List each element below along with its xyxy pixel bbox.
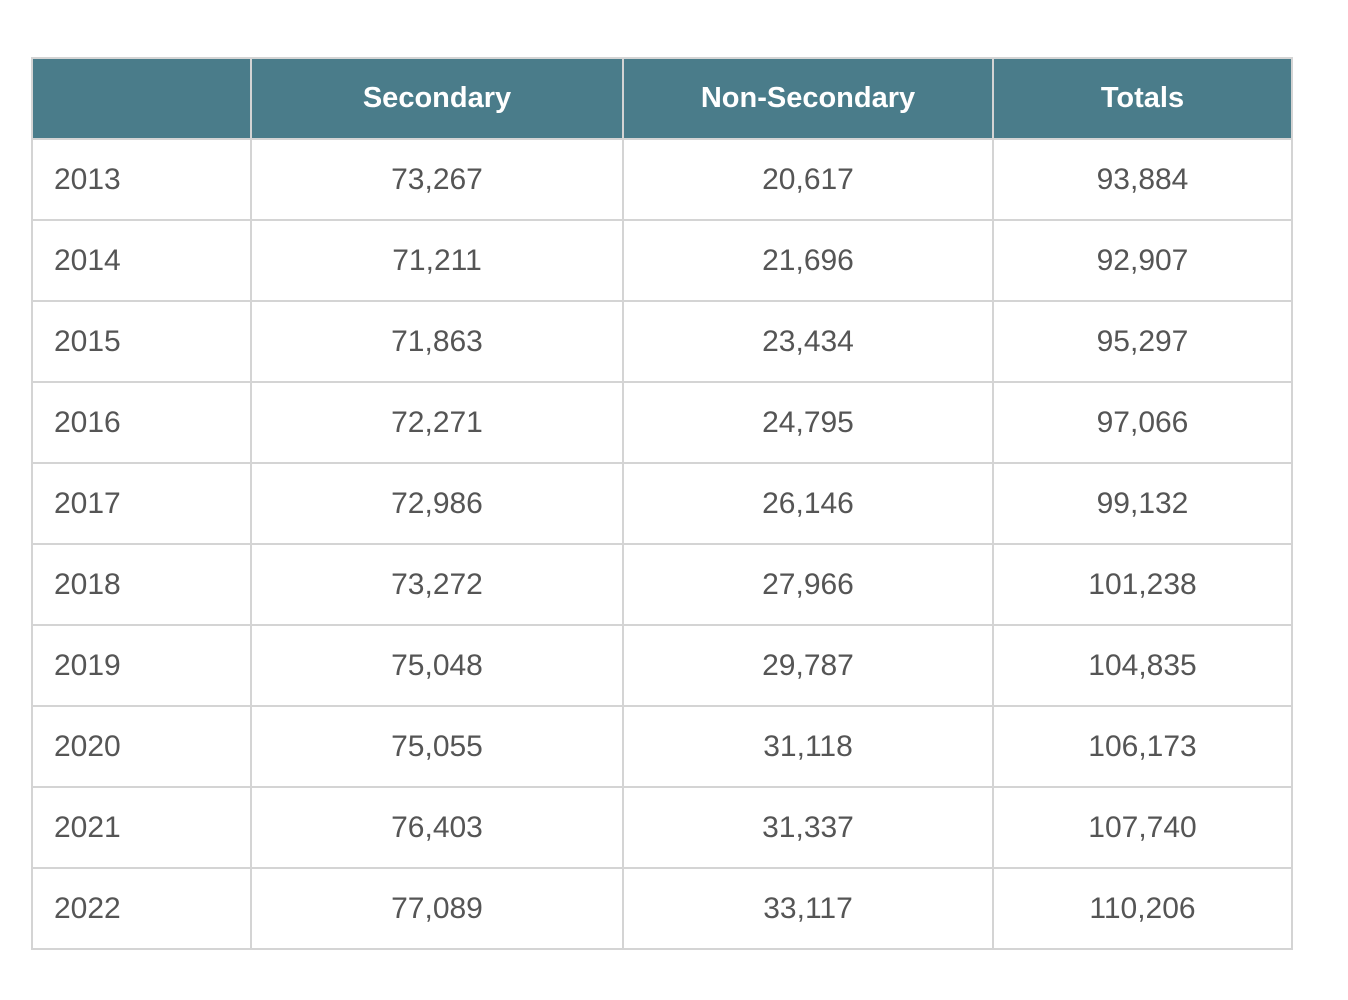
totals-cell: 99,132: [992, 462, 1293, 545]
totals-cell: 107,740: [992, 786, 1293, 869]
year-cell: 2015: [31, 300, 252, 383]
non-secondary-cell: 31,337: [622, 786, 994, 869]
non-secondary-cell: 21,696: [622, 219, 994, 302]
secondary-cell: 71,863: [250, 300, 624, 383]
table-row: 2015 71,863 23,434 95,297: [31, 300, 1293, 383]
secondary-cell: 73,267: [250, 138, 624, 221]
table-row: 2022 77,089 33,117 110,206: [31, 867, 1293, 950]
header-cell-non-secondary: Non-Secondary: [622, 57, 994, 140]
non-secondary-cell: 31,118: [622, 705, 994, 788]
secondary-cell: 77,089: [250, 867, 624, 950]
non-secondary-cell: 20,617: [622, 138, 994, 221]
totals-cell: 95,297: [992, 300, 1293, 383]
totals-cell: 101,238: [992, 543, 1293, 626]
non-secondary-cell: 26,146: [622, 462, 994, 545]
totals-cell: 104,835: [992, 624, 1293, 707]
header-cell-totals: Totals: [992, 57, 1293, 140]
year-cell: 2017: [31, 462, 252, 545]
year-cell: 2022: [31, 867, 252, 950]
secondary-cell: 75,055: [250, 705, 624, 788]
year-cell: 2019: [31, 624, 252, 707]
year-cell: 2014: [31, 219, 252, 302]
table-row: 2013 73,267 20,617 93,884: [31, 138, 1293, 221]
table-row: 2017 72,986 26,146 99,132: [31, 462, 1293, 545]
table-row: 2020 75,055 31,118 106,173: [31, 705, 1293, 788]
secondary-cell: 75,048: [250, 624, 624, 707]
year-cell: 2016: [31, 381, 252, 464]
secondary-cell: 72,986: [250, 462, 624, 545]
secondary-cell: 73,272: [250, 543, 624, 626]
secondary-cell: 76,403: [250, 786, 624, 869]
secondary-cell: 71,211: [250, 219, 624, 302]
totals-cell: 97,066: [992, 381, 1293, 464]
totals-cell: 110,206: [992, 867, 1293, 950]
year-cell: 2021: [31, 786, 252, 869]
totals-cell: 106,173: [992, 705, 1293, 788]
data-table-container: Secondary Non-Secondary Totals 2013 73,2…: [31, 57, 1293, 950]
non-secondary-cell: 27,966: [622, 543, 994, 626]
year-cell: 2020: [31, 705, 252, 788]
table-body: 2013 73,267 20,617 93,884 2014 71,211 21…: [31, 138, 1293, 950]
header-row: Secondary Non-Secondary Totals: [31, 57, 1293, 140]
non-secondary-cell: 33,117: [622, 867, 994, 950]
totals-cell: 93,884: [992, 138, 1293, 221]
header-cell-secondary: Secondary: [250, 57, 624, 140]
table-row: 2021 76,403 31,337 107,740: [31, 786, 1293, 869]
header-cell-year: [31, 57, 252, 140]
table-row: 2018 73,272 27,966 101,238: [31, 543, 1293, 626]
non-secondary-cell: 29,787: [622, 624, 994, 707]
table-row: 2014 71,211 21,696 92,907: [31, 219, 1293, 302]
table-header: Secondary Non-Secondary Totals: [31, 57, 1293, 140]
non-secondary-cell: 23,434: [622, 300, 994, 383]
table-row: 2019 75,048 29,787 104,835: [31, 624, 1293, 707]
totals-cell: 92,907: [992, 219, 1293, 302]
year-cell: 2018: [31, 543, 252, 626]
year-cell: 2013: [31, 138, 252, 221]
data-table: Secondary Non-Secondary Totals 2013 73,2…: [31, 57, 1293, 950]
table-row: 2016 72,271 24,795 97,066: [31, 381, 1293, 464]
non-secondary-cell: 24,795: [622, 381, 994, 464]
secondary-cell: 72,271: [250, 381, 624, 464]
